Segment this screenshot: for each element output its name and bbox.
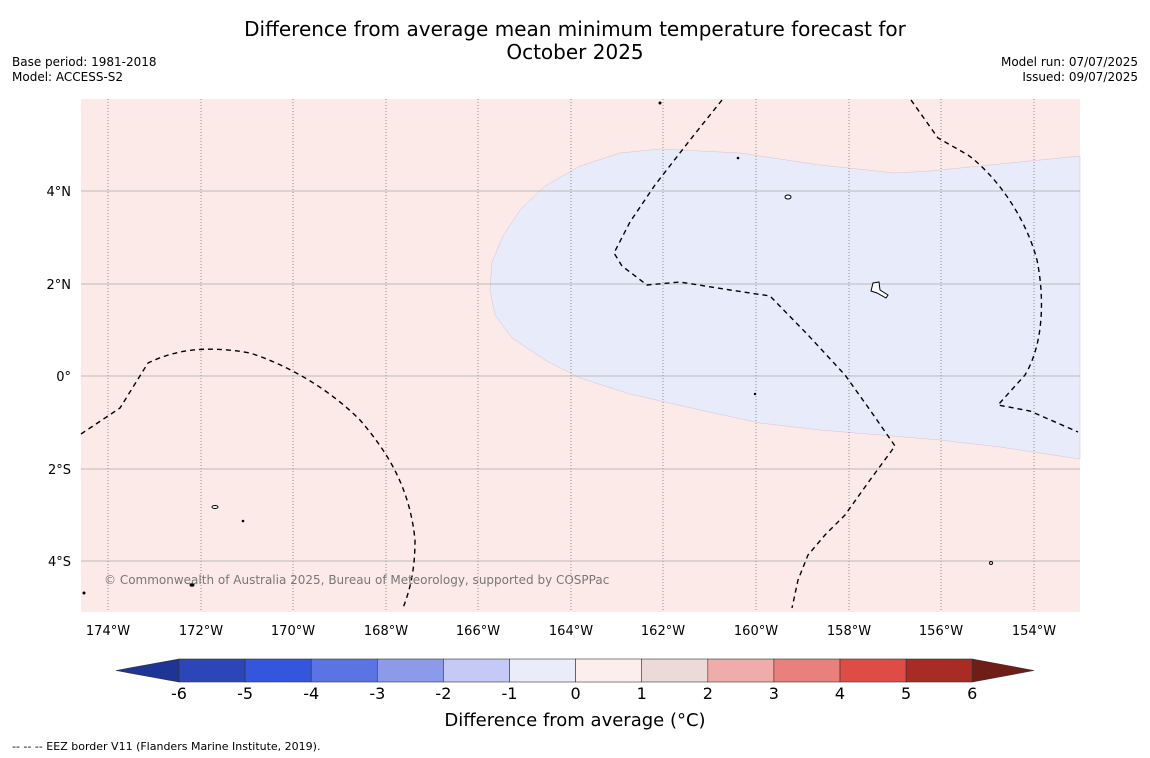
model-run: Model run: 07/07/2025	[1000, 55, 1138, 69]
colorbar-arrow-low	[115, 658, 180, 683]
lat-label: 2°S	[48, 463, 71, 478]
colorbar-tick-label: -4	[303, 684, 319, 703]
colorbar-bin	[839, 658, 907, 683]
eez-borders	[80, 99, 1079, 609]
islands	[82, 101, 993, 595]
colorbar-tick-label: 0	[571, 684, 581, 703]
colorbar-bin	[376, 658, 444, 683]
colorbar-tick-label: 2	[703, 684, 713, 703]
colorbar-tick-label: -6	[171, 684, 187, 703]
lat-label: 4°S	[48, 555, 71, 570]
meta-right: Model run: 07/07/2025 Issued: 09/07/2025	[1001, 55, 1138, 85]
colorbar-bin	[509, 658, 576, 683]
copyright-notice: © Commonwealth of Australia 2025, Bureau…	[104, 573, 609, 587]
base-period: Base period: 1981-2018	[12, 55, 157, 69]
eez-border-west	[80, 348, 416, 609]
island-small-1	[211, 505, 219, 509]
colorbar-bin	[707, 658, 775, 683]
colorbar: -6 -5 -4 -3 -2 -1 0 1 2 3 4 5 6	[115, 658, 1035, 703]
colorbar-tick-label: -5	[237, 684, 253, 703]
colorbar-bin	[575, 658, 642, 683]
colorbar-tick-label: 1	[637, 684, 647, 703]
title-line-1: Difference from average mean minimum tem…	[244, 17, 906, 41]
colorbar-bin	[773, 658, 841, 683]
island-small-5	[241, 519, 245, 523]
issued-date: Issued: 09/07/2025	[1022, 70, 1138, 84]
island-small-7	[989, 561, 993, 565]
meta-left: Base period: 1981-2018 Model: ACCESS-S2	[12, 55, 157, 85]
lat-label: 0°	[56, 370, 71, 385]
lon-label: 168°W	[364, 624, 408, 639]
lat-label: 4°N	[47, 185, 72, 200]
lon-label: 154°W	[1012, 624, 1056, 639]
lon-label: 158°W	[827, 624, 871, 639]
title-line-2: October 2025	[506, 40, 644, 64]
island-small-2	[189, 583, 195, 587]
lat-label: 2°N	[47, 278, 72, 293]
model-name: Model: ACCESS-S2	[12, 70, 124, 84]
colorbar-tick-label: -1	[502, 684, 518, 703]
island-small-6	[753, 392, 757, 396]
below-average-region	[489, 148, 1081, 460]
colorbar-bin	[905, 658, 973, 683]
lon-label: 164°W	[549, 624, 593, 639]
lon-label: 170°W	[271, 624, 315, 639]
colorbar-bin	[641, 658, 709, 683]
island-small-3	[658, 101, 662, 105]
colorbar-bin	[178, 658, 246, 683]
eez-border-east	[910, 99, 1079, 433]
colorbar-bin	[244, 658, 312, 683]
island-small-4	[736, 156, 740, 160]
graticule	[81, 99, 1080, 612]
colorbar-tick-label: -2	[435, 684, 451, 703]
island-kiritimati	[870, 281, 889, 299]
colorbar-tick-label: 3	[769, 684, 779, 703]
colorbar-bin	[443, 658, 510, 683]
colorbar-tick-label: 4	[835, 684, 845, 703]
lon-label: 162°W	[641, 624, 685, 639]
colorbar-tick-label: 6	[967, 684, 977, 703]
colorbar-bin	[310, 658, 378, 683]
colorbar-label: Difference from average (°C)	[444, 710, 706, 731]
eez-footer-note: -- -- -- EEZ border V11 (Flanders Marine…	[12, 740, 321, 753]
lon-label: 174°W	[86, 624, 130, 639]
colorbar-tick-label: 5	[901, 684, 911, 703]
lon-label: 160°W	[734, 624, 778, 639]
island-jarvis	[784, 194, 792, 200]
colorbar-tick-label: -3	[369, 684, 385, 703]
lon-label: 172°W	[179, 624, 223, 639]
lon-label: 156°W	[919, 624, 963, 639]
lon-label: 166°W	[456, 624, 500, 639]
island-small-8	[82, 591, 86, 595]
axis-labels: 174°W 172°W 170°W 168°W 166°W 164°W 162°…	[47, 185, 1057, 639]
chart-title: Difference from average mean minimum tem…	[0, 18, 1150, 64]
colorbar-arrow-high	[971, 658, 1035, 683]
